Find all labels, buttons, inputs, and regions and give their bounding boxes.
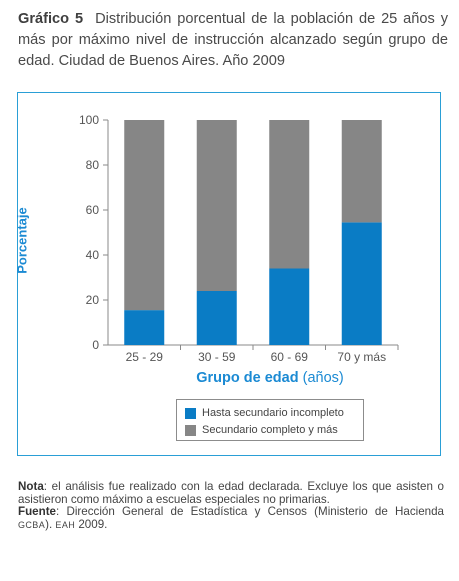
bar-segment-secundario-completo-3 [269, 120, 310, 269]
x-tick-label: 30 - 59 [198, 350, 236, 364]
bar-segment-hasta-secundario-incompleto-4 [341, 222, 382, 345]
chart-title-text: Distribución porcentual de la población … [18, 11, 448, 69]
legend-swatch-series-1 [185, 407, 196, 419]
x-tick-label: 60 - 69 [271, 350, 309, 364]
x-axis-label-main: Grupo de edad [196, 370, 299, 386]
bar-segment-secundario-completo-1 [124, 120, 165, 311]
chart-notes: Nota: el análisis fue realizado con la e… [18, 480, 444, 531]
x-axis-label-unit: (años) [302, 370, 344, 386]
y-tick-label: 60 [86, 203, 100, 217]
nota-text: : el análisis fue realizado con la edad … [18, 480, 444, 506]
x-axis-label: Grupo de edad (años) [110, 370, 430, 386]
legend: Hasta secundario incompleto Secundario c… [176, 399, 364, 441]
fuente-end: 2009. [75, 517, 108, 531]
y-tick-label: 0 [92, 338, 99, 352]
chart-title: Gráfico 5 Distribución porcentual de la p… [18, 9, 448, 72]
fuente-eah: EAH [55, 519, 76, 530]
y-axis-label: Porcentaje [14, 207, 30, 274]
legend-label-series-1: Hasta secundario incompleto [202, 407, 344, 419]
fuente-text: : Dirección General de Estadística y Cen… [56, 505, 444, 519]
x-tick-label: 25 - 29 [126, 350, 164, 364]
fuente-label: Fuente [18, 505, 57, 519]
bar-segment-secundario-completo-4 [341, 120, 382, 223]
nota-label: Nota [18, 480, 44, 493]
bar-segment-hasta-secundario-incompleto-2 [196, 291, 237, 345]
y-tick-label: 100 [79, 113, 99, 127]
chart-number: Gráfico 5 [18, 11, 84, 27]
legend-item-series-2: Secundario completo y más [185, 423, 338, 437]
legend-label-series-2: Secundario completo y más [202, 424, 338, 436]
fuente: Fuente: Dirección General de Estadística… [18, 505, 444, 531]
fuente-mid: ). [45, 517, 56, 531]
bar-segment-hasta-secundario-incompleto-3 [269, 268, 310, 345]
bar-segment-secundario-completo-2 [196, 120, 237, 291]
x-tick-label: 70 y más [337, 350, 386, 364]
fuente-gcba: GCBA [18, 519, 46, 530]
chart-frame [17, 92, 441, 456]
y-tick-label: 80 [86, 158, 100, 172]
legend-item-series-1: Hasta secundario incompleto [185, 406, 344, 420]
nota: Nota: el análisis fue realizado con la e… [18, 480, 444, 506]
y-tick-label: 40 [86, 248, 100, 262]
bar-segment-hasta-secundario-incompleto-1 [124, 310, 165, 345]
y-tick-label: 20 [86, 293, 100, 307]
legend-swatch-series-2 [185, 424, 196, 436]
